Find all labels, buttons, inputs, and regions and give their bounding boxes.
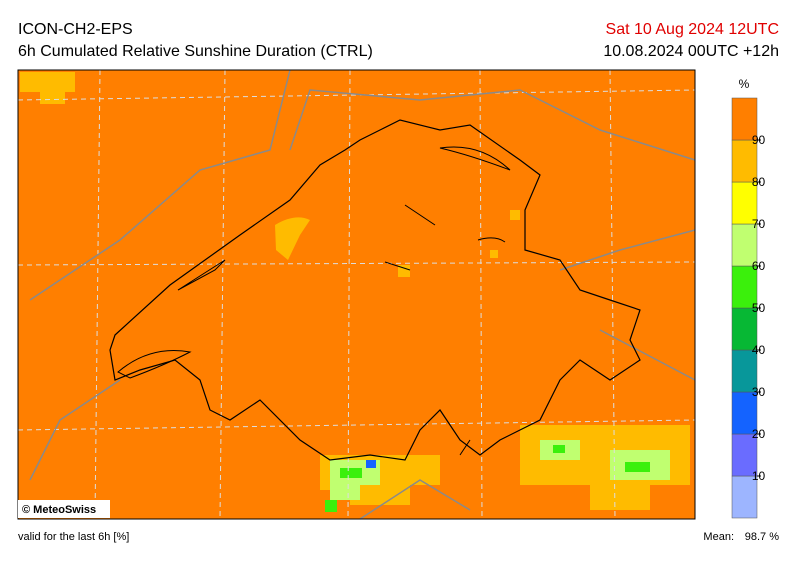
colorbar-tick-label: 40 (752, 343, 766, 357)
sunshine-patch-blue (366, 460, 376, 468)
copyright-box (18, 500, 110, 518)
colorbar-tick-label: 10 (752, 469, 766, 483)
colorbar-segment (731, 475, 758, 519)
colorbar-segment (731, 181, 758, 225)
colorbar-segment (731, 307, 758, 351)
colorbar-tick-label: 70 (752, 217, 766, 231)
colorbar-tick-label: 20 (752, 427, 766, 441)
mean-value: 98.7 % (745, 531, 779, 543)
lakes (117, 146, 511, 456)
colorbar-tick-label: 80 (752, 175, 766, 189)
colorbar-segment (731, 433, 758, 477)
run-time: 10.08.2024 00UTC +12h (603, 43, 779, 60)
colorbar-segment (731, 97, 758, 141)
graticule (17, 69, 696, 520)
swiss-border (109, 119, 641, 461)
map-title: 6h Cumulated Relative Sunshine Duration … (18, 43, 373, 60)
colorbar-tick-label: 30 (752, 385, 766, 399)
country-borders (29, 69, 696, 520)
colorbar-segment (731, 139, 758, 183)
map: © MeteoSwiss (17, 69, 696, 520)
model-name: ICON-CH2-EPS (18, 21, 133, 38)
footer-note: valid for the last 6h [%] (18, 531, 129, 543)
map-frame (17, 69, 696, 520)
colorbar-segment (731, 349, 758, 393)
colorbar-unit: % (739, 77, 750, 91)
valid-time: Sat 10 Aug 2024 12UTC (606, 21, 779, 38)
colorbar-tick-label: 50 (752, 301, 766, 315)
colorbar: % 10 20 30 40 50 60 70 80 90 (731, 77, 766, 519)
mean-label: Mean: (703, 531, 734, 543)
copyright: © MeteoSwiss (22, 504, 96, 516)
colorbar-tick-label: 60 (752, 259, 766, 273)
sunshine-patches-green (325, 445, 650, 512)
colorbar-segment (731, 223, 758, 267)
colorbar-tick-label: 90 (752, 133, 766, 147)
colorbar-segment (731, 265, 758, 309)
